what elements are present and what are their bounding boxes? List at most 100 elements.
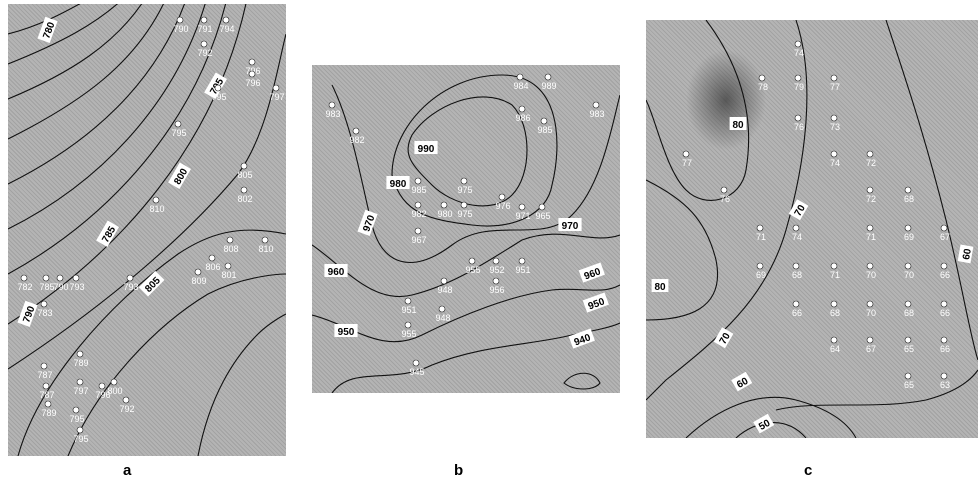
sample-point-marker: [40, 300, 48, 308]
elevation-value: 65: [904, 380, 914, 390]
contour-label: 785: [96, 220, 119, 248]
elevation-value: 797: [73, 386, 88, 396]
elevation-value: 66: [940, 270, 950, 280]
elevation-value: 785: [39, 282, 54, 292]
elevation-value: 810: [149, 204, 164, 214]
elevation-value: 71: [830, 270, 840, 280]
elevation-value: 789: [73, 358, 88, 368]
sample-point-marker: [352, 127, 360, 135]
elevation-value: 77: [682, 158, 692, 168]
contour-label: 50: [753, 413, 775, 434]
elevation-value: 948: [435, 313, 450, 323]
sample-point-marker: [214, 84, 222, 92]
elevation-value: 791: [197, 24, 212, 34]
sample-point-marker: [544, 73, 552, 81]
sample-point-marker: [940, 224, 948, 232]
sample-point-marker: [720, 186, 728, 194]
elevation-value: 67: [940, 232, 950, 242]
elevation-points: 790 791 794 792 796 796 797 795 795 805 802 810 810 8…: [17, 16, 285, 444]
sample-point-marker: [830, 74, 838, 82]
elevation-value: 805: [237, 170, 252, 180]
contour-label: 990: [414, 141, 438, 155]
sample-point-marker: [794, 74, 802, 82]
sample-point-marker: [904, 224, 912, 232]
elevation-value: 66: [940, 344, 950, 354]
elevation-value: 794: [219, 24, 234, 34]
sample-point-marker: [460, 201, 468, 209]
sample-point-marker: [866, 150, 874, 158]
sample-point-marker: [404, 297, 412, 305]
sample-point-marker: [20, 274, 28, 282]
sample-point-marker: [42, 382, 50, 390]
contour-label-text: 70: [793, 203, 808, 219]
elevation-value: 63: [940, 380, 950, 390]
sample-point-marker: [794, 40, 802, 48]
elevation-value: 79: [794, 82, 804, 92]
sample-point-marker: [194, 268, 202, 276]
elevation-value: 68: [792, 270, 802, 280]
elevation-value: 965: [535, 211, 550, 221]
contour-label: 80: [651, 279, 669, 293]
elevation-value: 809: [191, 276, 206, 286]
elevation-value: 956: [489, 285, 504, 295]
sample-point-marker: [492, 277, 500, 285]
contour-label: 800: [168, 162, 191, 190]
sample-point-marker: [200, 40, 208, 48]
sample-point-marker: [540, 117, 548, 125]
elevation-value: 792: [197, 48, 212, 58]
sample-point-marker: [222, 16, 230, 24]
sample-point-marker: [76, 378, 84, 386]
sample-point-marker: [904, 336, 912, 344]
contour-labels: 990 980 970 970 960 960 950 950 940: [324, 141, 609, 349]
elevation-value: 68: [904, 308, 914, 318]
elevation-value: 793: [123, 282, 138, 292]
elevation-value: 797: [269, 92, 284, 102]
elevation-value: 948: [437, 285, 452, 295]
sample-point-marker: [76, 426, 84, 434]
sample-point-marker: [518, 257, 526, 265]
contour-label-text: 70: [718, 331, 733, 347]
sample-point-marker: [328, 101, 336, 109]
elevation-value: 795: [171, 128, 186, 138]
elevation-value: 792: [119, 404, 134, 414]
elevation-value: 793: [69, 282, 84, 292]
contour-label: 960: [578, 262, 605, 283]
sample-point-marker: [592, 101, 600, 109]
sample-point-marker: [176, 16, 184, 24]
sample-point-marker: [830, 300, 838, 308]
sample-point-marker: [56, 274, 64, 282]
contour-label: 805: [138, 270, 165, 297]
contour-label: 950: [334, 324, 358, 338]
elevation-value: 989: [541, 81, 556, 91]
contour-label: 980: [386, 176, 410, 190]
sample-point-marker: [940, 262, 948, 270]
contour-label-text: 80: [732, 120, 744, 131]
sample-point-marker: [440, 277, 448, 285]
elevation-value: 808: [223, 244, 238, 254]
sample-point-marker: [414, 201, 422, 209]
sample-point-marker: [492, 257, 500, 265]
sample-point-marker: [122, 396, 130, 404]
sample-point-marker: [830, 336, 838, 344]
elevation-value: 810: [258, 244, 273, 254]
elevation-value: 73: [830, 122, 840, 132]
sample-point-marker: [516, 73, 524, 81]
contour-label-text: 990: [418, 144, 435, 155]
sample-point-marker: [110, 378, 118, 386]
elevation-value: 955: [465, 265, 480, 275]
elevation-value: 795: [69, 414, 84, 424]
contour-label-text: 960: [328, 267, 345, 278]
elevation-value: 796: [245, 78, 260, 88]
elevation-value: 945: [409, 367, 424, 377]
elevation-value: 69: [756, 270, 766, 280]
sample-point-marker: [208, 254, 216, 262]
elevation-value: 982: [411, 209, 426, 219]
elevation-value: 790: [53, 282, 68, 292]
elevation-value: 951: [515, 265, 530, 275]
contour-label: 80: [729, 117, 747, 131]
sample-point-marker: [904, 186, 912, 194]
elevation-value: 72: [866, 158, 876, 168]
sample-point-marker: [72, 406, 80, 414]
sample-point-marker: [240, 162, 248, 170]
